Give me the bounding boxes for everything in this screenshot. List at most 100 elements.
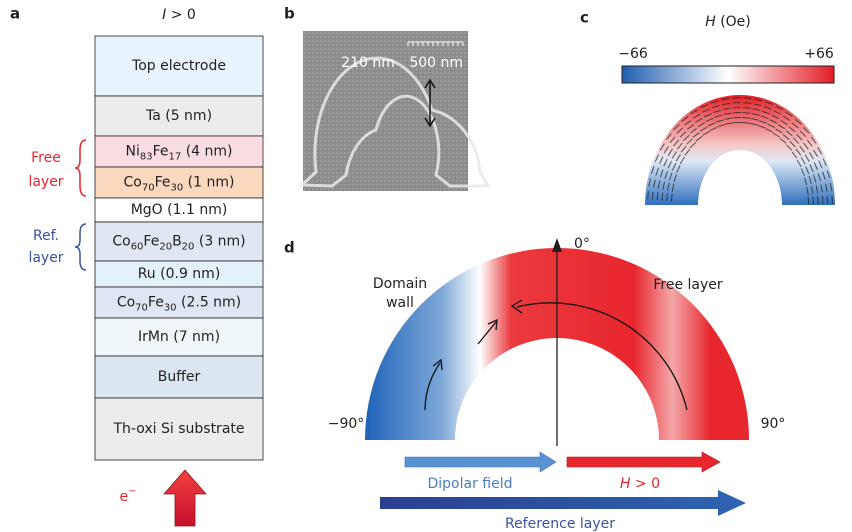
vector bbox=[709, 126, 718, 132]
layer-text: MgO (1.1 nm) bbox=[131, 202, 228, 218]
vector bbox=[806, 139, 813, 147]
layer bbox=[94, 197, 264, 223]
axis-head bbox=[552, 238, 562, 252]
angle-label: 0° bbox=[574, 236, 590, 252]
field-label: H > 0 bbox=[620, 476, 660, 492]
vector bbox=[817, 147, 823, 155]
layer-label: Th-oxi Si substrate bbox=[113, 421, 245, 437]
colorbar-symbol: H bbox=[705, 14, 716, 30]
panel-letter: a bbox=[10, 5, 20, 23]
vector bbox=[767, 123, 776, 129]
vector bbox=[805, 166, 810, 175]
layer bbox=[94, 135, 264, 168]
layer bbox=[94, 95, 264, 137]
vector bbox=[670, 193, 673, 202]
subscript: 30 bbox=[164, 303, 177, 314]
scale-label: 500 nm bbox=[409, 55, 463, 71]
vector bbox=[666, 192, 668, 202]
vector bbox=[707, 122, 716, 127]
vector bbox=[671, 151, 677, 159]
vector bbox=[785, 130, 793, 137]
layer bbox=[94, 397, 264, 461]
layer bbox=[94, 221, 264, 262]
vector bbox=[657, 180, 661, 189]
colorbar-max: +66 bbox=[804, 46, 834, 62]
layer-label: Ru (0.9 nm) bbox=[138, 266, 221, 282]
reference-label: Reference layer bbox=[505, 516, 615, 532]
domain-wall-label: wall bbox=[386, 295, 414, 311]
vector bbox=[687, 124, 695, 130]
arrow-head bbox=[510, 299, 523, 314]
vector bbox=[829, 182, 833, 191]
vector bbox=[769, 119, 778, 124]
vector bbox=[705, 117, 714, 122]
vector bbox=[679, 156, 685, 165]
vector bbox=[799, 130, 807, 138]
arrow-head bbox=[432, 358, 443, 371]
vector bbox=[791, 122, 799, 129]
vector bbox=[825, 183, 828, 192]
vector bbox=[813, 162, 818, 171]
vector bbox=[803, 142, 809, 150]
vector bbox=[702, 130, 710, 136]
vector bbox=[765, 101, 774, 105]
colorbar-min: −66 bbox=[618, 46, 648, 62]
layer-text: (4 nm) bbox=[181, 144, 232, 160]
arrow-head bbox=[487, 318, 498, 331]
vector bbox=[659, 169, 664, 178]
layer-label: IrMn (7 nm) bbox=[138, 329, 220, 345]
vector bbox=[789, 140, 796, 148]
vector bbox=[791, 151, 798, 159]
panel-letter: d bbox=[284, 239, 295, 257]
subscript: 70 bbox=[135, 303, 148, 314]
vector bbox=[760, 115, 769, 120]
vector bbox=[684, 120, 692, 126]
current-rest: > 0 bbox=[166, 7, 196, 23]
panel-letter: b bbox=[284, 5, 295, 23]
vector bbox=[690, 109, 698, 115]
layer-text: Co bbox=[117, 295, 135, 311]
vector bbox=[763, 106, 772, 110]
vector bbox=[722, 102, 731, 106]
vector bbox=[689, 128, 697, 134]
layer-label: Ni83Fe17 (4 nm) bbox=[126, 144, 233, 163]
vector bbox=[717, 124, 726, 128]
vector bbox=[800, 168, 805, 176]
reference-arrow bbox=[380, 490, 746, 516]
layer-text: Fe bbox=[153, 144, 169, 160]
layer bbox=[94, 317, 264, 357]
vector bbox=[659, 143, 665, 151]
vector-field bbox=[647, 97, 833, 205]
vector bbox=[817, 173, 821, 182]
colorbar bbox=[621, 65, 835, 84]
vector bbox=[782, 115, 791, 121]
layer bbox=[94, 286, 264, 319]
vector bbox=[715, 119, 724, 123]
layer-text: Buffer bbox=[158, 369, 201, 385]
vector bbox=[779, 137, 787, 144]
layer-text: Top electrode bbox=[131, 58, 226, 74]
layer-text: Fe bbox=[148, 295, 164, 311]
vector bbox=[714, 114, 723, 118]
vector bbox=[700, 104, 708, 109]
free-layer-label: layer bbox=[28, 174, 63, 190]
vector bbox=[799, 145, 805, 153]
vector bbox=[786, 144, 793, 151]
vector bbox=[795, 148, 802, 156]
vector bbox=[654, 154, 660, 163]
vector bbox=[750, 118, 759, 121]
vector bbox=[796, 134, 803, 141]
subscript: 30 bbox=[171, 183, 184, 194]
layer bbox=[94, 260, 264, 288]
vector bbox=[775, 128, 783, 134]
vector bbox=[796, 159, 802, 167]
vector bbox=[665, 133, 672, 140]
vector bbox=[686, 138, 693, 145]
layer-text: Th-oxi Si substrate bbox=[113, 421, 245, 437]
dipolar-label: Dipolar field bbox=[427, 476, 512, 492]
vector bbox=[725, 122, 734, 125]
field-map bbox=[645, 95, 835, 205]
vector bbox=[811, 186, 814, 195]
vector bbox=[651, 191, 654, 200]
